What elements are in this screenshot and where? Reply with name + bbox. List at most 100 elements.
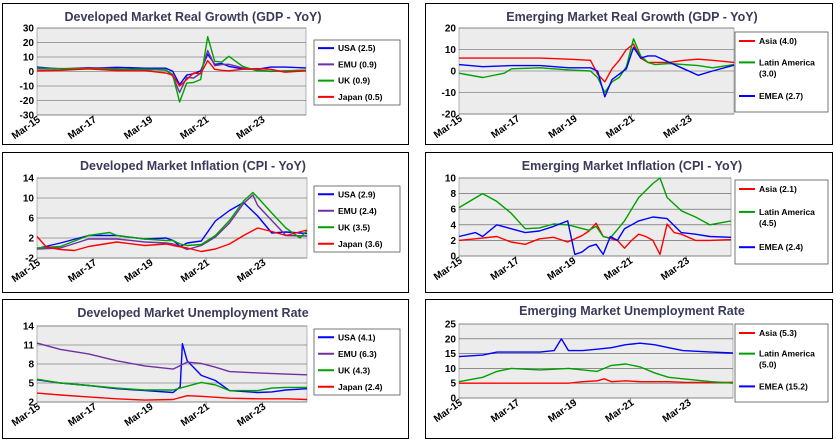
legend-label: EMEA (15.2) [759,381,808,391]
legend-label: UK (0.9) [338,76,370,86]
x-tick-label: Mar-23 [661,397,694,425]
legend-label: Asia (5.3) [759,328,797,338]
chart-panel-dm-gdp: Developed Market Real Growth (GDP - YoY)… [2,3,409,145]
chart-title: Developed Market Inflation (CPI - YoY) [80,159,306,173]
x-tick-label: Mar-21 [604,113,637,141]
series-line [36,342,308,376]
series-line [459,43,735,83]
y-tick-label: 6 [28,214,34,225]
legend-label: UK (3.5) [338,222,370,232]
chart-panel-em-cpi: Emerging Market Inflation (CPI - YoY) 0 2 4… [425,152,833,293]
series-line [36,378,307,392]
x-tick-label: Mar-19 [547,113,580,141]
series-line [36,392,308,401]
x-tick-label: Mar-17 [489,113,522,141]
y-tick-label: 8 [450,189,456,200]
x-tick-label: Mar-21 [178,114,211,142]
legend-label: USA (2.5) [338,43,376,53]
legend-box [313,328,401,396]
plot-area [458,323,734,399]
series-line [36,36,307,103]
series-line [458,338,734,358]
y-tick-label: -20 [442,110,457,121]
series-line [36,227,308,253]
y-tick-label: -10 [442,88,457,99]
x-tick-label: Mar-23 [659,255,692,283]
legend-box [313,39,401,106]
x-tick-label: Mar-21 [604,397,637,425]
x-tick-label: Mar-21 [602,255,635,283]
x-tick-label: Mar-17 [489,397,522,425]
x-tick-label: Mar-23 [235,257,268,285]
y-tick-label: 10 [445,364,457,375]
y-tick-label: 8 [28,360,34,371]
legend-label: EMU (6.3) [338,349,377,359]
x-tick-label: Mar-15 [432,397,465,425]
y-tick-label: 15 [445,349,457,360]
y-tick-label: 10 [445,174,457,185]
x-tick-label: Mar-19 [546,255,579,283]
x-tick-label: Mar-23 [235,114,268,142]
y-tick-label: 10 [23,53,35,64]
x-tick-label: Mar-19 [123,401,156,429]
legend-label: (4.5) [759,218,777,228]
y-tick-label: 4 [450,220,456,231]
y-tick-label: 5 [28,379,34,390]
y-tick-label: 20 [445,334,457,345]
legend-label: Asia (4.0) [759,36,797,46]
chart-panel-em-unemp: Emerging Market Unemployment Rate 0 5 10 15 2… [425,299,833,439]
series-line [36,194,308,251]
y-tick-label: -30 [20,111,35,122]
y-tick-label: 2 [450,236,456,247]
y-tick-label: 2 [28,398,34,409]
legend-label: EMEA (2.7) [759,91,803,101]
chart-title: Emerging Market Unemployment Rate [519,304,745,318]
y-tick-label: 14 [23,174,35,185]
y-tick-label: 6 [450,205,456,216]
chart-title: Emerging Market Inflation (CPI - YoY) [522,159,742,173]
legend-box [734,179,829,265]
y-tick-label: 0 [450,394,456,405]
y-tick-label: 0 [450,252,456,263]
series-line [36,191,308,249]
chart-panel-dm-cpi: Developed Market Inflation (CPI - YoY) -2… [2,152,409,293]
chart-title: Developed Market Real Growth (GDP - YoY) [64,10,321,24]
y-tick-label: 20 [445,24,457,35]
legend-box [734,31,829,113]
chart-svg: Developed Market Unemployment Rate 2 5 8 11 1… [10,306,401,429]
series-line [458,216,732,256]
chart-svg: Emerging Market Real Growth (GDP - YoY) -… [432,10,829,141]
chart-title: Developed Market Unemployment Rate [77,306,308,320]
legend-label: Latin America [759,57,815,67]
x-tick-label: Mar-17 [66,257,99,285]
series-line [459,378,734,384]
y-tick-label: 20 [23,38,35,49]
legend-label: UK (4.3) [338,365,370,375]
legend-label: Japan (2.4) [338,382,383,392]
y-tick-label: 0 [28,67,34,78]
x-tick-label: Mar-23 [662,113,695,141]
chart-svg: Developed Market Inflation (CPI - YoY) -2… [10,159,401,285]
y-tick-label: -10 [20,82,35,93]
series-line [458,177,732,239]
y-tick-label: 25 [445,320,457,331]
chart-panel-dm-unemp: Developed Market Unemployment Rate 2 5 8 11 1… [2,299,409,439]
legend-label: EMU (2.4) [338,206,377,216]
legend-label: Latin America [759,349,815,359]
legend-label: USA (2.9) [338,189,376,199]
series-line [458,46,735,98]
x-tick-label: Mar-17 [66,114,99,142]
x-tick-label: Mar-17 [66,401,99,429]
legend-label: (5.0) [759,360,777,370]
y-tick-label: 0 [450,67,456,78]
x-tick-label: Mar-21 [179,257,212,285]
x-tick-label: Mar-19 [123,257,156,285]
y-tick-label: -2 [25,254,34,265]
y-tick-label: 30 [23,24,35,35]
x-tick-label: Mar-15 [432,255,465,283]
x-tick-label: Mar-17 [489,255,522,283]
y-tick-label: 10 [445,45,457,56]
x-tick-label: Mar-21 [179,401,212,429]
chart-svg: Emerging Market Unemployment Rate 0 5 10 15 2… [432,304,829,425]
series-line [458,363,734,384]
